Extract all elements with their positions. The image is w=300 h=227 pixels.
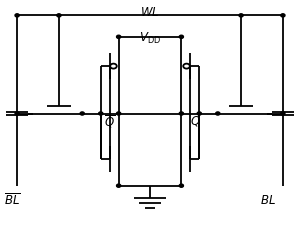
Circle shape (179, 112, 183, 115)
Circle shape (117, 184, 121, 187)
Text: $\overline{Q}$: $\overline{Q}$ (104, 113, 115, 130)
Circle shape (15, 14, 19, 17)
Text: $BL$: $BL$ (260, 194, 276, 207)
Circle shape (80, 112, 84, 115)
Circle shape (117, 112, 121, 115)
Text: $WL$: $WL$ (140, 6, 160, 19)
Circle shape (216, 112, 220, 115)
Circle shape (281, 112, 285, 115)
Circle shape (197, 112, 201, 115)
Circle shape (281, 14, 285, 17)
Circle shape (99, 112, 103, 115)
Circle shape (117, 35, 121, 38)
Circle shape (57, 14, 61, 17)
Circle shape (239, 14, 243, 17)
Text: $Q$: $Q$ (190, 114, 201, 128)
Circle shape (179, 184, 183, 187)
Circle shape (15, 112, 19, 115)
Circle shape (179, 35, 183, 38)
Circle shape (110, 64, 117, 69)
Text: $V_{\mathrm{DD}}$: $V_{\mathrm{DD}}$ (139, 31, 161, 46)
Text: $\overline{BL}$: $\overline{BL}$ (4, 192, 20, 208)
Circle shape (183, 64, 190, 69)
